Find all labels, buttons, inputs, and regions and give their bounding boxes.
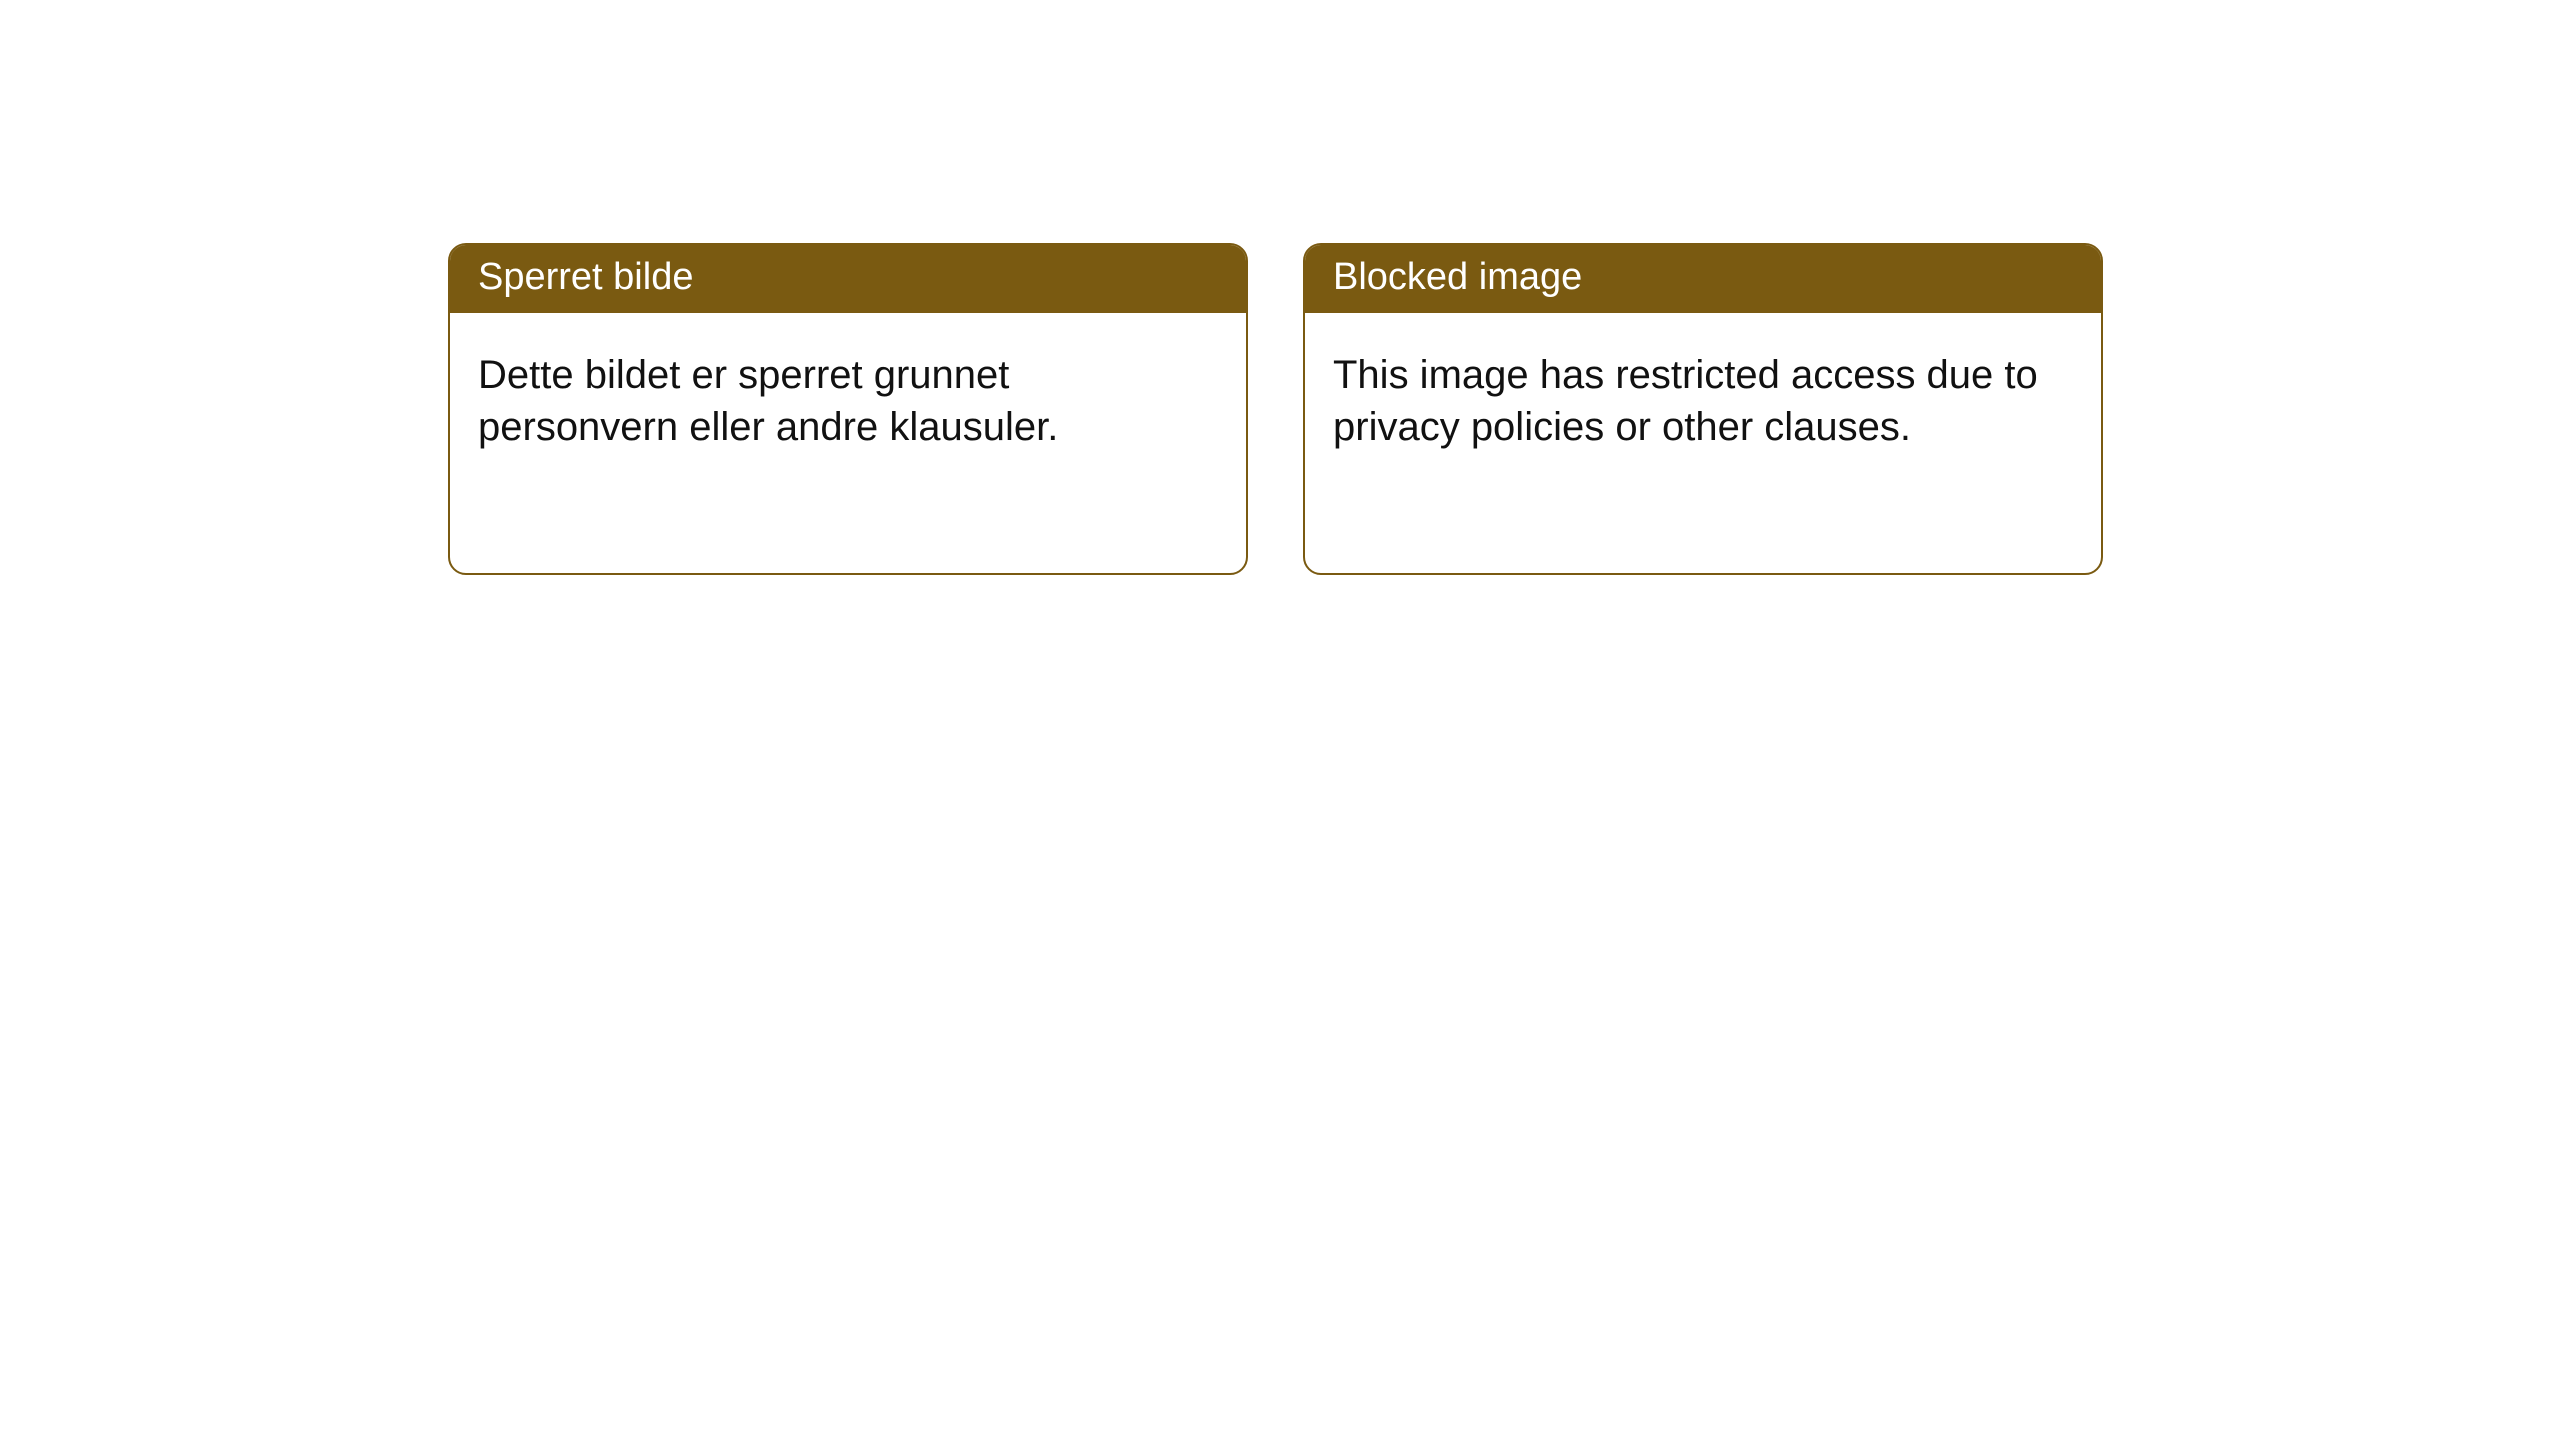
notice-card-norwegian: Sperret bilde Dette bildet er sperret gr…	[448, 243, 1248, 575]
notice-container: Sperret bilde Dette bildet er sperret gr…	[0, 0, 2560, 575]
notice-card-body: This image has restricted access due to …	[1305, 313, 2101, 573]
notice-card-body: Dette bildet er sperret grunnet personve…	[450, 313, 1246, 573]
notice-card-title: Blocked image	[1305, 245, 2101, 313]
notice-card-title: Sperret bilde	[450, 245, 1246, 313]
notice-card-english: Blocked image This image has restricted …	[1303, 243, 2103, 575]
